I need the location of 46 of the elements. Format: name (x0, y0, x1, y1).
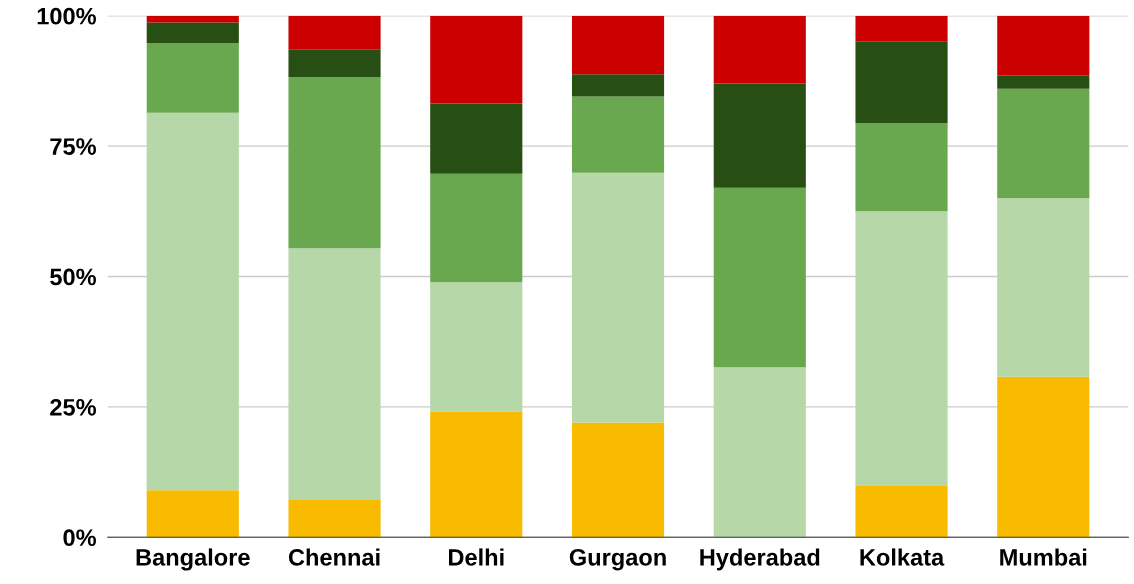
bar (855, 485, 948, 538)
bar (571, 172, 665, 423)
bar (430, 411, 523, 538)
bar (571, 74, 665, 97)
bar (146, 22, 239, 43)
bar (430, 15, 523, 104)
bar (288, 499, 381, 538)
bar (146, 490, 239, 538)
x-tick-label: Delhi (449, 548, 504, 566)
bar (855, 123, 948, 212)
y-tick-label: 0% (63, 529, 96, 547)
x-tick-label: Gurgaon (569, 548, 666, 571)
bar (997, 88, 1090, 199)
bar (571, 96, 665, 173)
x-tick-label: Bangalore (136, 548, 250, 571)
bar (997, 198, 1090, 377)
bar (855, 211, 948, 486)
bar (713, 15, 806, 84)
x-tick-label: Kolkata (860, 548, 945, 566)
bar (288, 77, 381, 249)
y-tick-label: 50% (50, 268, 96, 286)
bar (713, 367, 806, 538)
bar (571, 422, 665, 538)
bar (571, 15, 665, 75)
x-tick-label: Mumbai (1000, 548, 1087, 566)
bar (997, 15, 1090, 76)
y-tick-label: 75% (50, 138, 96, 155)
bar (430, 103, 523, 174)
bar (855, 41, 948, 124)
bar (288, 15, 381, 50)
y-tick-label: 100% (37, 7, 96, 25)
bar (997, 75, 1090, 89)
bar (430, 173, 523, 283)
x-tick-label: Chennai (288, 548, 380, 566)
x-tick-label: Hyderabad (700, 548, 820, 571)
bar (146, 15, 239, 23)
bar (288, 49, 381, 78)
bar (146, 112, 239, 491)
bar (430, 282, 523, 412)
bar (288, 248, 381, 500)
bar (146, 42, 239, 113)
bar (713, 187, 806, 368)
bar (997, 376, 1090, 538)
bar (713, 83, 806, 188)
bar (855, 15, 948, 42)
y-tick-label: 25% (50, 398, 96, 416)
